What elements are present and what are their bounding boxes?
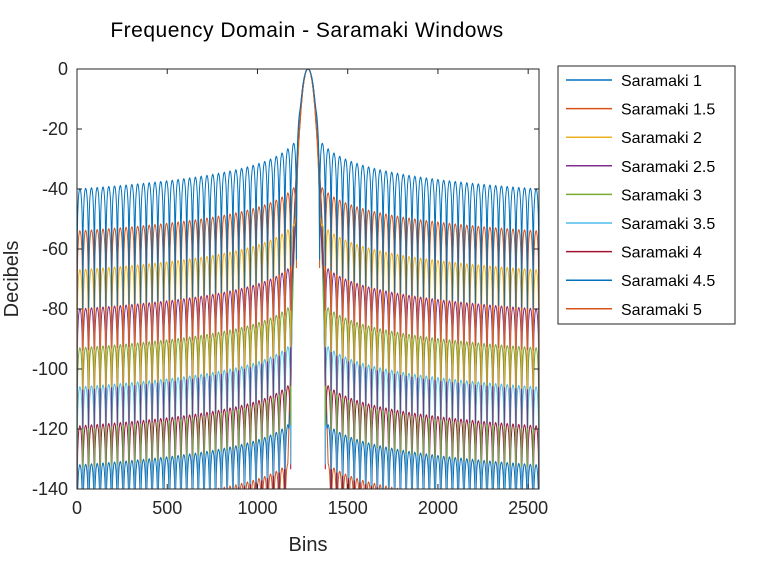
axis-ticks: 0 500 1000 1500 2000 2500 0 -20 -40 -60 -80 -100 -12… — [32, 59, 548, 518]
x-tick-label: 0 — [72, 498, 82, 518]
legend-label: Saramaki 5 — [621, 302, 702, 319]
y-tick-label: -60 — [42, 239, 68, 259]
x-tick-label: 2000 — [418, 498, 458, 518]
legend-label: Saramaki 3.5 — [621, 216, 715, 233]
legend-label: Saramaki 1 — [621, 73, 702, 90]
legend-label: Saramaki 2 — [621, 130, 702, 147]
plot-frame — [76, 68, 540, 490]
plot-area — [77, 69, 539, 489]
legend-label: Saramaki 4.5 — [621, 273, 715, 290]
series-layer — [77, 69, 539, 489]
y-tick-label: -20 — [42, 119, 68, 139]
legend-label: Saramaki 1.5 — [621, 102, 715, 119]
series-line — [77, 69, 539, 352]
y-tick-label: -80 — [42, 299, 68, 319]
y-tick-label: -120 — [32, 419, 68, 439]
legend-label: Saramaki 2.5 — [621, 159, 715, 176]
series-line — [77, 69, 539, 489]
legend-label: Saramaki 4 — [621, 245, 702, 262]
y-tick-label: -140 — [32, 479, 68, 499]
x-tick-label: 1500 — [328, 498, 368, 518]
x-axis-label: Bins — [289, 534, 328, 556]
legend-label: Saramaki 3 — [621, 187, 702, 204]
series-line — [77, 69, 539, 391]
x-tick-label: 2500 — [508, 498, 548, 518]
series-line — [77, 69, 539, 310]
series-line — [77, 69, 539, 489]
x-tick-label: 500 — [152, 498, 182, 518]
y-tick-label: -100 — [32, 359, 68, 379]
y-tick-label: 0 — [58, 59, 68, 79]
series-line — [77, 69, 539, 430]
y-axis-label: Decibels — [1, 241, 23, 318]
y-tick-label: -40 — [42, 179, 68, 199]
legend: Saramaki 1 Saramaki 1.5 Saramaki 2 Saramaki… — [557, 65, 736, 325]
series-line — [77, 69, 539, 489]
chart-title: Frequency Domain - Saramaki Windows — [110, 19, 503, 42]
x-tick-label: 1000 — [237, 498, 277, 518]
series-line — [77, 69, 539, 469]
